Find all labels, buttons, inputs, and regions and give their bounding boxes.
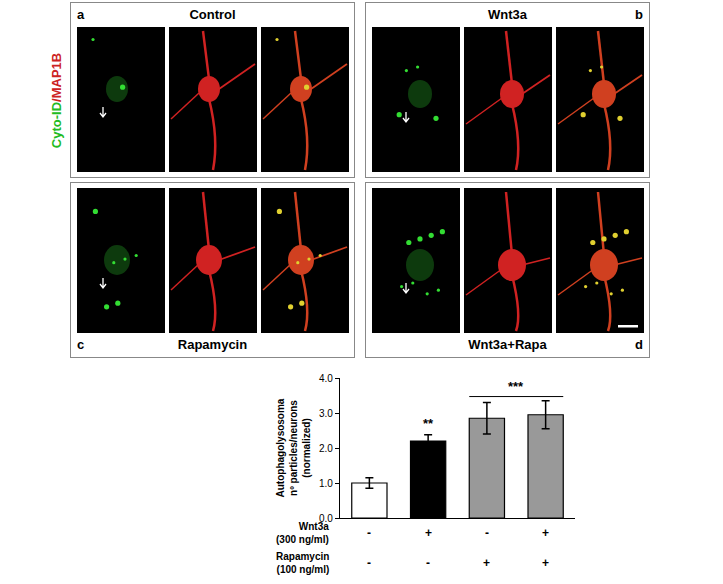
- svg-text:Autophagolysosomanº particles/: Autophagolysosomanº particles/neurons(no…: [275, 398, 312, 497]
- svg-text:0.0: 0.0: [319, 513, 333, 524]
- svg-text:+: +: [542, 526, 549, 540]
- svg-text:Rapamycin(100 ng/ml): Rapamycin(100 ng/ml): [276, 551, 329, 575]
- html-text:b: b: [635, 7, 643, 22]
- html-text:a: a: [77, 7, 85, 22]
- svg-text:+: +: [542, 556, 549, 570]
- svg-text:Wnt3a(300 ng/ml): Wnt3a(300 ng/ml): [276, 521, 329, 545]
- svg-text:***: ***: [508, 379, 524, 394]
- svg-text:1.0: 1.0: [319, 478, 333, 489]
- svg-text:+: +: [483, 556, 490, 570]
- svg-text:**: **: [423, 416, 434, 431]
- svg-text:+: +: [425, 526, 432, 540]
- svg-text:-: -: [426, 556, 430, 570]
- html-text:Rapamycin: Rapamycin: [177, 337, 248, 352]
- svg-text:3.0: 3.0: [319, 408, 333, 419]
- svg-text:-: -: [367, 526, 371, 540]
- html-text:Control: Control: [189, 7, 236, 22]
- svg-text:2.0: 2.0: [319, 443, 333, 454]
- html-text:MAP1B: MAP1B: [48, 52, 64, 98]
- html-text:Wnt3a+Rapa: Wnt3a+Rapa: [468, 337, 547, 352]
- html-text:Cyto-ID: Cyto-ID: [48, 101, 64, 148]
- html-text:d: d: [635, 337, 643, 352]
- svg-text:-: -: [485, 526, 489, 540]
- html-text:Wnt3a: Wnt3a: [488, 7, 527, 22]
- svg-text:4.0: 4.0: [319, 373, 333, 384]
- html-text:c: c: [77, 337, 85, 352]
- svg-text:-: -: [367, 556, 371, 570]
